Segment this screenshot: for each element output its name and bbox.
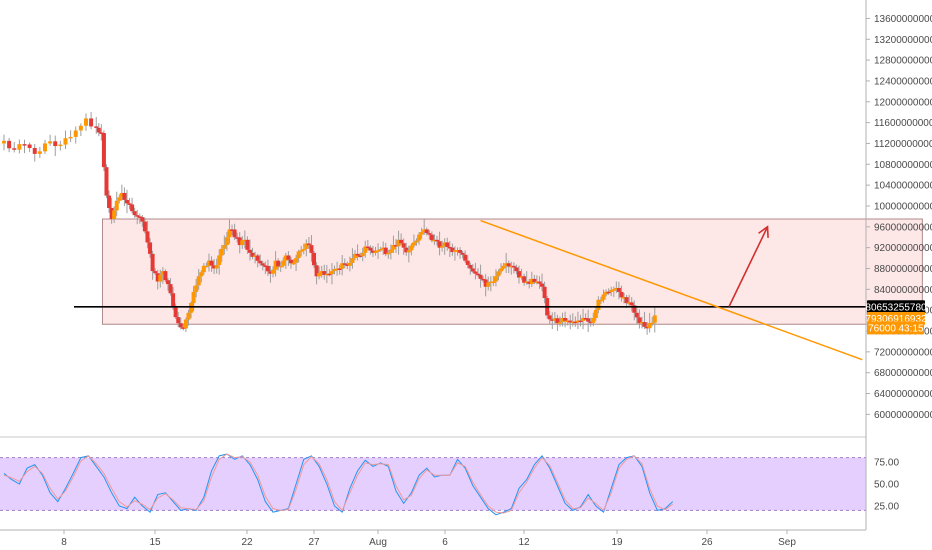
y-tick-label: 120000000000 (874, 97, 932, 108)
y-tick-label: 96000000000 (874, 222, 932, 233)
y-tick-label: 64000000000 (874, 389, 932, 400)
y-tick-label: 84000000000 (874, 285, 932, 296)
y-tick-label: 68000000000 (874, 368, 932, 379)
stoch-y-tick-label: 75.00 (874, 458, 899, 469)
price-tag: 80653255780 (865, 300, 927, 313)
x-tick-label: Sep (778, 537, 796, 548)
y-tick-label: 116000000000 (874, 118, 932, 129)
candle (104, 164, 108, 198)
x-tick-label: 8 (61, 537, 67, 548)
y-tick-label: 92000000000 (874, 243, 932, 254)
y-tick-label: 128000000000 (874, 56, 932, 67)
price-tag: 43:15 (898, 321, 924, 334)
x-tick-label: 19 (611, 537, 623, 548)
y-tick-label: 60000000000 (874, 410, 932, 421)
y-tick-label: 88000000000 (874, 264, 932, 275)
x-tick-label: 26 (701, 537, 713, 548)
x-tick-label: 6 (442, 537, 448, 548)
y-tick-label: 100000000000 (874, 201, 932, 212)
stoch-y-tick-label: 25.00 (874, 502, 899, 513)
x-tick-label: 12 (518, 537, 530, 548)
price-tag-label: 80653255780 (865, 302, 927, 313)
x-tick-label: 22 (241, 537, 253, 548)
price-tags-layer: 806532557807930691693243:1576000 (865, 300, 927, 334)
candle (102, 130, 106, 171)
stoch-band (0, 458, 866, 511)
stoch-y-tick-label: 50.00 (874, 480, 899, 491)
y-tick-label: 108000000000 (874, 160, 932, 171)
price-tag-label: 43:15 (898, 323, 923, 334)
range-zone (102, 219, 922, 324)
y-tick-label: 132000000000 (874, 35, 932, 46)
x-tick-label: Aug (369, 537, 387, 548)
y-tick-label: 72000000000 (874, 347, 932, 358)
y-tick-label: 124000000000 (874, 76, 932, 87)
y-tick-label: 112000000000 (874, 139, 932, 150)
y-tick-label: 104000000000 (874, 181, 932, 192)
range-zone-layer (102, 219, 922, 324)
x-tick-label: 27 (308, 537, 320, 548)
price-tag-stub-label: 76000 (868, 323, 896, 334)
x-tick-label: 15 (149, 537, 161, 548)
y-tick-label: 136000000000 (874, 14, 932, 25)
